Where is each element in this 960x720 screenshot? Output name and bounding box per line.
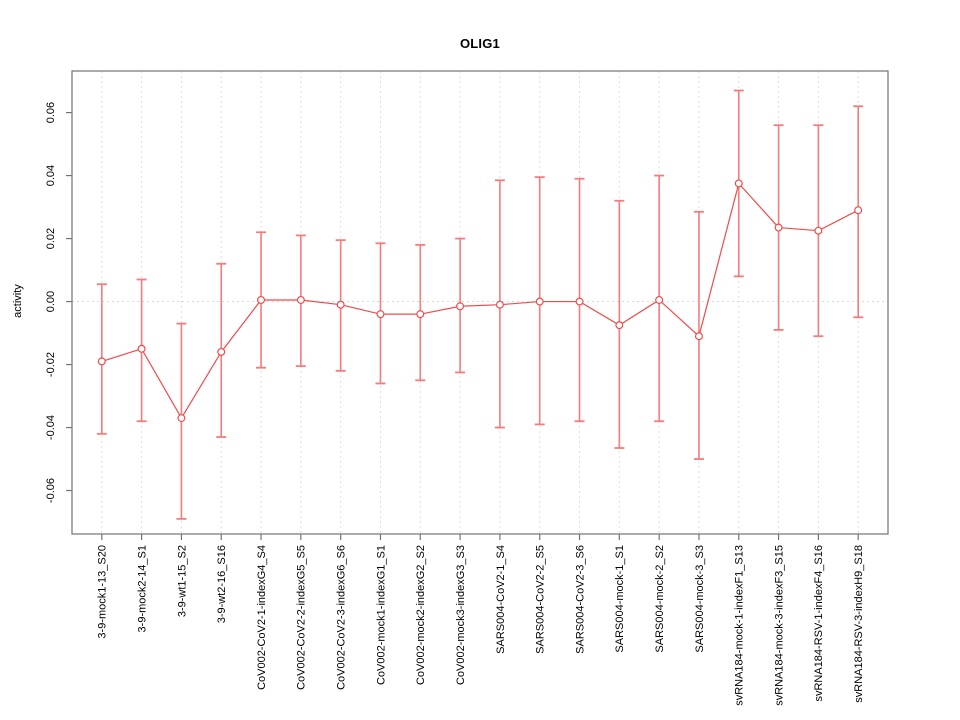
data-point [814,226,823,235]
x-tick-label: CoV002-mock3-indexG3_S3 [455,545,467,685]
plot-box [71,70,889,535]
x-tick-label: CoV002-mock1-indexG1_S1 [375,545,387,685]
data-point [177,414,186,423]
data-point [655,295,664,304]
data-point [217,347,226,356]
data-point [296,295,305,304]
x-tick-label: 3-9-mock2-14_S1 [136,545,148,632]
y-tick-label: 0.06 [45,102,57,123]
data-point [416,310,425,319]
data-point [854,206,863,215]
y-tick-label: 0.00 [45,291,57,312]
data-point [495,300,504,309]
y-tick-label: -0.06 [45,478,57,503]
y-tick-label: -0.02 [45,352,57,377]
x-tick-label: 3-9-wt2-16_S16 [216,545,228,623]
x-tick-label: SARS004-CoV2-2_S5 [535,545,547,654]
data-point [774,223,783,232]
data-point [97,357,106,366]
data-point [456,302,465,311]
x-tick-label: SARS004-CoV2-1_S4 [495,545,507,654]
x-tick-label: CoV002-CoV2-3-indexG6_S6 [336,545,348,690]
data-point [137,344,146,353]
data-point [575,297,584,306]
data-point [734,179,743,188]
data-point [615,321,624,330]
x-tick-label: CoV002-CoV2-2-indexG5_S5 [296,545,308,690]
y-tick-label: 0.04 [45,165,57,186]
x-tick-label: 3-9-mock1-13_S20 [97,545,109,639]
x-tick-label: SARS004-mock-1_S1 [614,545,626,653]
x-tick-label: SARS004-mock-2_S2 [654,545,666,653]
x-tick-label: svRNA184-mock-3-indexF3_S15 [773,545,785,706]
data-point [535,297,544,306]
x-tick-label: svRNA184-mock-1-indexF1_S13 [734,545,746,706]
data-point [694,332,703,341]
series-line [101,182,859,420]
x-tick-label: SARS004-mock-3_S3 [694,545,706,653]
x-tick-label: CoV002-CoV2-1-indexG4_S4 [256,545,268,690]
x-tick-label: SARS004-CoV2-3_S6 [574,545,586,654]
x-tick-label: svRNA184-RSV-1-indexF4_S16 [813,545,825,702]
y-tick-label: -0.04 [45,415,57,440]
data-point [336,300,345,309]
y-axis-label: activity [12,284,24,318]
chart-title: OLIG1 [459,36,500,51]
x-tick-label: svRNA184-RSV-3-indexH9_S18 [853,545,865,703]
data-point [376,310,385,319]
x-tick-label: CoV002-mock2-indexG2_S2 [415,545,427,685]
y-tick-label: 0.02 [45,228,57,249]
data-point [257,295,266,304]
x-tick-label: 3-9-wt1-15_S2 [176,545,188,617]
